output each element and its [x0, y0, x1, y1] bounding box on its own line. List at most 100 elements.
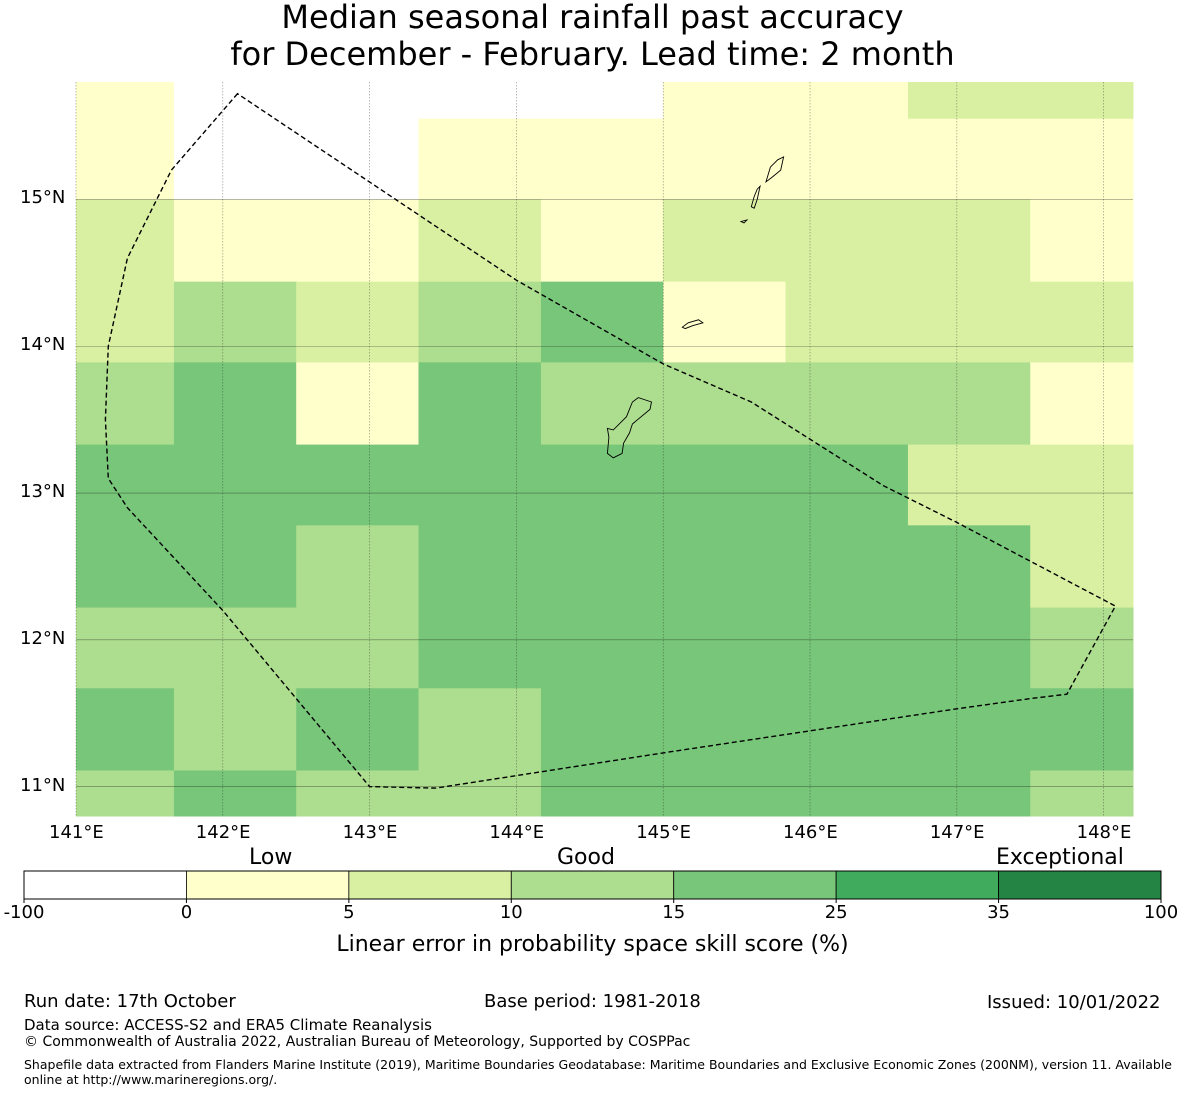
- colorbar: [23, 870, 1162, 903]
- grid-cell: [418, 281, 542, 363]
- copyright: © Commonwealth of Australia 2022, Austra…: [24, 1034, 691, 1050]
- shapefile-note: Shapefile data extracted from Flanders M…: [24, 1057, 1172, 1087]
- grid-cell: [907, 525, 1031, 609]
- grid-cell: [296, 118, 419, 200]
- grid-cell: [540, 688, 664, 771]
- colorbar-tick-label: 25: [824, 902, 848, 923]
- longitude-tick-label: 144°E: [489, 822, 545, 843]
- grid-cell: [296, 770, 419, 817]
- run-date: Run date: 17th October: [24, 991, 236, 1012]
- grid-cell: [785, 607, 909, 689]
- grid-cell: [173, 82, 297, 120]
- grid-cell: [663, 525, 787, 609]
- latitude-tick-label: 15°N: [20, 187, 66, 209]
- grid-cell: [785, 118, 909, 200]
- longitude-tick-label: 147°E: [929, 822, 985, 843]
- grid-cell: [785, 362, 909, 446]
- grid-cell: [418, 199, 542, 283]
- grid-cell: [1030, 607, 1134, 689]
- colorbar-bin: [348, 870, 512, 900]
- grid-cell: [418, 362, 542, 446]
- grid-cell: [1030, 199, 1134, 283]
- longitude-tick-label: 141°E: [49, 822, 104, 843]
- base-period: Base period: 1981-2018: [484, 991, 701, 1012]
- grid-cell: [907, 118, 1031, 200]
- latitude-tick-label: 11°N: [20, 774, 66, 796]
- colorbar-tick-label: 35: [987, 902, 1011, 923]
- longitude-tick-label: 148°E: [1076, 822, 1132, 843]
- colorbar-axis-label: Linear error in probability space skill …: [336, 932, 849, 957]
- grid-cell: [76, 82, 175, 120]
- grid-cell: [1030, 525, 1134, 609]
- grid-cell: [418, 444, 542, 526]
- grid-cell: [418, 770, 542, 817]
- grid-cell: [418, 82, 542, 120]
- grid-cell: [173, 281, 297, 363]
- grid-cell: [296, 199, 419, 283]
- grid-cell: [907, 770, 1031, 817]
- grid-cell: [173, 770, 297, 817]
- colorbar-tick-label: -100: [3, 902, 45, 923]
- grid-cell: [296, 444, 419, 526]
- grid-cell: [785, 770, 909, 817]
- grid-cell: [76, 770, 175, 817]
- grid-cell: [663, 444, 787, 526]
- grid-cell: [785, 281, 909, 363]
- colorbar-bin: [510, 870, 675, 900]
- grid-cell: [1030, 82, 1134, 120]
- grid-cell: [296, 362, 419, 446]
- grid-cell: [173, 444, 297, 526]
- grid-cell: [296, 688, 419, 771]
- grid-cell: [907, 607, 1031, 689]
- grid-cell: [663, 199, 787, 283]
- grid-cell: [1030, 688, 1134, 771]
- grid-cell: [907, 82, 1031, 120]
- eez-boundary: [104, 92, 1117, 789]
- graticule: [75, 82, 1133, 816]
- grid-cell: [1030, 281, 1134, 363]
- colorbar-bin: [186, 870, 350, 900]
- map-title-line-2: for December - February. Lead time: 2 mo…: [230, 35, 955, 73]
- island-guam: [606, 397, 653, 459]
- grid-cell: [1030, 770, 1134, 817]
- grid-cell: [540, 362, 664, 446]
- colorbar-exceptional-label: Exceptional: [996, 845, 1124, 870]
- data-source: Data source: ACCESS-S2 and ERA5 Climate …: [24, 1016, 432, 1034]
- longitude-tick-label: 145°E: [636, 822, 691, 843]
- grid-cell: [76, 525, 175, 609]
- grid-cell: [907, 281, 1031, 363]
- grid-cell: [1030, 362, 1134, 446]
- grid-cell: [663, 688, 787, 771]
- grid-cell: [418, 118, 542, 200]
- grid-cell: [173, 525, 297, 609]
- colorbar-bin: [998, 870, 1162, 900]
- grid-cell: [540, 281, 664, 363]
- grid-cell: [296, 525, 419, 609]
- grid-cell: [907, 444, 1031, 526]
- grid-cell: [907, 362, 1031, 446]
- grid-cell: [1030, 444, 1134, 526]
- grid-cell: [907, 199, 1031, 283]
- colorbar-bin: [23, 870, 187, 900]
- grid-cell: [663, 82, 787, 120]
- longitude-tick-label: 143°E: [342, 822, 398, 843]
- grid-cell: [1030, 118, 1134, 200]
- grid-cell: [296, 281, 419, 363]
- grid-cell: [418, 607, 542, 689]
- colorbar-low-label: Low: [249, 845, 293, 870]
- colorbar-good-label: Good: [557, 845, 615, 870]
- skill-grid: [76, 82, 1134, 817]
- colorbar-tick-label: 100: [1143, 902, 1179, 923]
- grid-cell: [663, 281, 787, 363]
- grid-cell: [418, 688, 542, 771]
- island-tinian: [750, 184, 761, 209]
- grid-cell: [663, 118, 787, 200]
- grid-cell: [663, 607, 787, 689]
- grid-cell: [173, 362, 297, 446]
- grid-cell: [540, 118, 664, 200]
- grid-cell: [76, 362, 175, 446]
- latitude-tick-label: 12°N: [20, 627, 66, 649]
- colorbar-bin: [673, 870, 837, 900]
- grid-cell: [785, 82, 909, 120]
